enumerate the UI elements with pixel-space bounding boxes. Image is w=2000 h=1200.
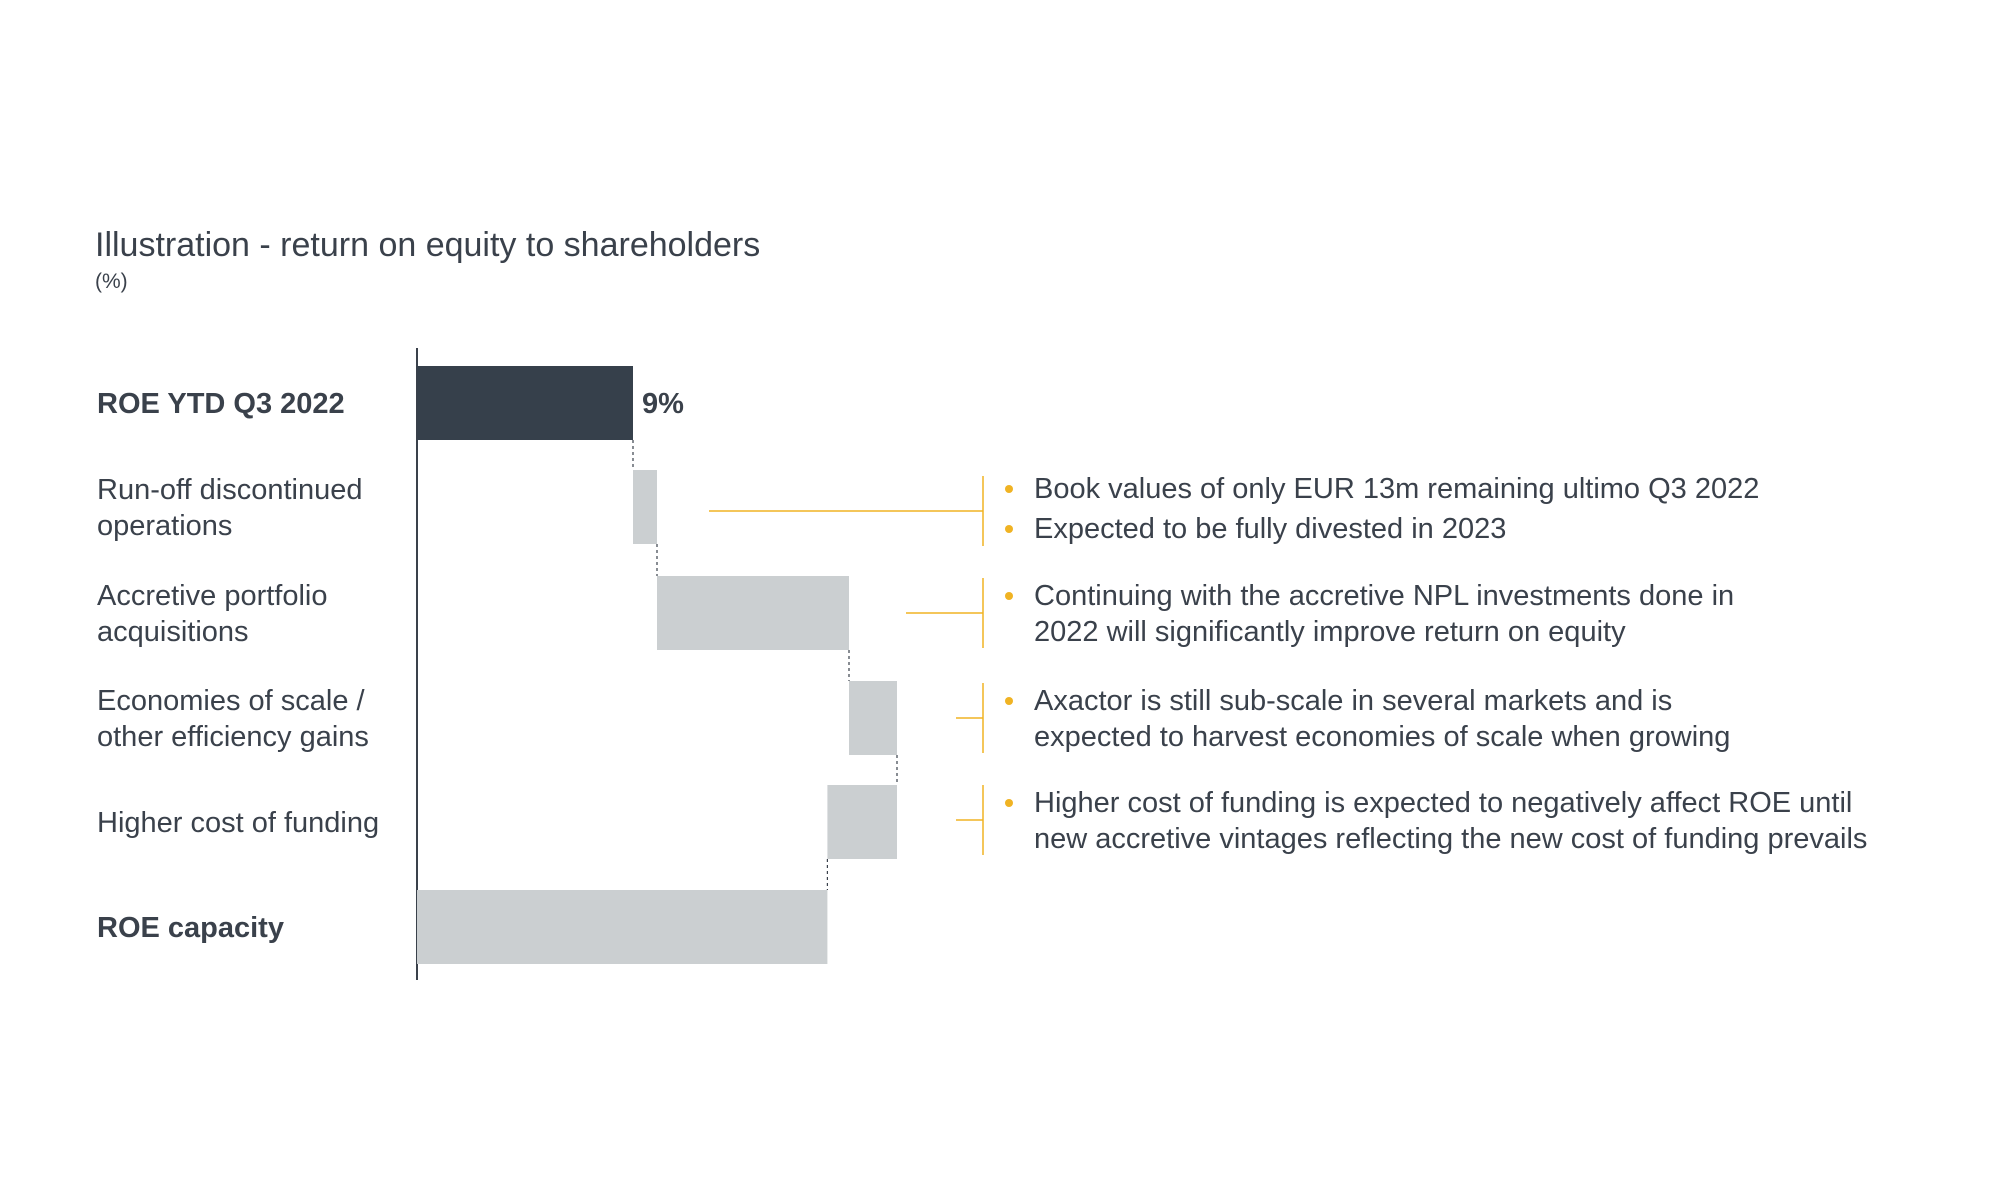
chart-subtitle: (%) [95, 270, 128, 293]
category-label-5: ROE capacity [97, 912, 284, 944]
annotation-bullet: Continuing with the accretive NPL invest… [1000, 578, 1734, 650]
bar-1 [633, 470, 657, 544]
category-label-4: Higher cost of funding [97, 807, 379, 839]
annotation-block-1: Continuing with the accretive NPL invest… [1000, 578, 1734, 654]
chart-title: Illustration - return on equity to share… [95, 226, 761, 264]
category-label-0: ROE YTD Q3 2022 [97, 388, 345, 420]
bullet-dot-icon [1005, 697, 1013, 705]
annotation-bullet: Higher cost of funding is expected to ne… [1000, 785, 1867, 857]
bar-5 [417, 890, 828, 964]
annotation-bullet: Axactor is still sub-scale in several ma… [1000, 683, 1730, 755]
category-label-3: Economies of scale / other efficiency gai… [97, 685, 369, 753]
annotation-block-2: Axactor is still sub-scale in several ma… [1000, 683, 1730, 759]
bullet-dot-icon [1005, 485, 1013, 493]
annotation-bullet: Book values of only EUR 13m remaining ul… [1000, 471, 1759, 507]
bar-0 [417, 366, 633, 440]
data-label-0: 9% [642, 388, 684, 420]
bar-4 [827, 785, 897, 859]
bullet-dot-icon [1005, 525, 1013, 533]
bullet-dot-icon [1005, 799, 1013, 807]
annotation-bullet: Expected to be fully divested in 2023 [1000, 511, 1759, 547]
category-label-2: Accretive portfolio acquisitions [97, 580, 328, 648]
annotation-block-3: Higher cost of funding is expected to ne… [1000, 785, 1867, 861]
bar-2 [657, 576, 849, 650]
annotation-block-0: Book values of only EUR 13m remaining ul… [1000, 471, 1759, 551]
bullet-dot-icon [1005, 592, 1013, 600]
bar-3 [849, 681, 897, 755]
category-label-1: Run-off discontinued operations [97, 474, 362, 542]
